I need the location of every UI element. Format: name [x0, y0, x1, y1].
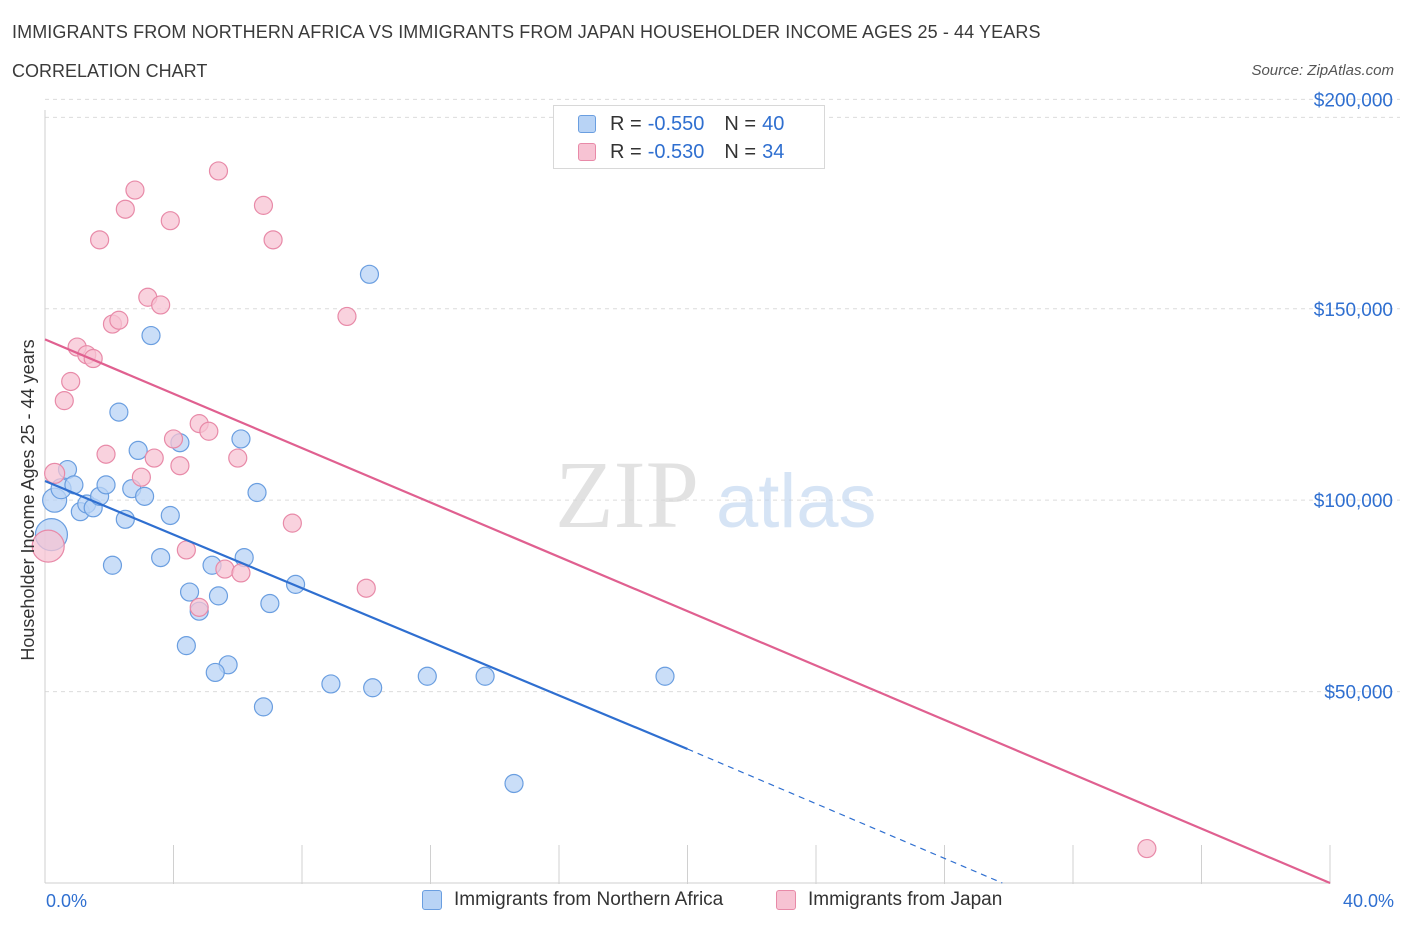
point-japan: [54, 391, 74, 411]
point-japan: [189, 597, 209, 617]
r-value: -0.550: [647, 112, 705, 135]
point-japan: [253, 195, 274, 215]
legend-item-northern-africa[interactable]: Immigrants from Northern Africa: [422, 889, 723, 911]
point-northern-africa: [247, 482, 267, 503]
pink-swatch: [776, 890, 796, 910]
point-japan: [31, 529, 65, 563]
stats-legend: R = -0.550 N = 40 R = -0.530 N = 34: [553, 105, 825, 169]
y-tick-label: $200,000: [1314, 90, 1393, 111]
r-label: R =: [610, 112, 642, 135]
point-japan: [170, 456, 190, 476]
point-northern-africa: [109, 402, 129, 422]
point-japan: [160, 211, 180, 231]
point-northern-africa: [141, 325, 161, 346]
series-legend: Immigrants from Northern Africa Immigran…: [0, 889, 1406, 915]
trend-lines: [44, 338, 1331, 885]
x-tick-label-max: 40.0%: [1342, 891, 1394, 911]
y-axis-title: Householder Income Ages 25 - 44 years: [18, 339, 38, 660]
y-tick-label: $50,000: [1324, 683, 1393, 704]
point-japan: [83, 348, 103, 369]
point-japan: [163, 429, 184, 449]
point-japan: [125, 180, 145, 200]
stats-row-northern-africa: R = -0.550 N = 40: [578, 112, 784, 136]
point-japan: [199, 421, 219, 441]
chart-title: IMMIGRANTS FROM NORTHERN AFRICA VS IMMIG…: [12, 22, 1041, 42]
y-tick-labels: $50,000 $100,000 $150,000 $200,000: [1314, 90, 1393, 703]
legend-label: Immigrants from Northern Africa: [454, 889, 724, 910]
source-credit: Source: ZipAtlas.com: [1251, 62, 1394, 79]
n-value: 40: [762, 112, 785, 135]
point-northern-africa: [475, 666, 495, 686]
y-tick-label: $100,000: [1314, 491, 1393, 512]
n-label: N =: [724, 112, 757, 135]
point-japan: [228, 448, 248, 468]
point-northern-africa: [231, 429, 251, 449]
point-northern-africa: [176, 636, 196, 656]
point-japan: [44, 462, 66, 484]
legend-label: Immigrants from Japan: [808, 889, 1003, 910]
point-northern-africa: [160, 505, 180, 526]
point-northern-africa: [96, 475, 116, 495]
legend-item-japan[interactable]: Immigrants from Japan: [776, 889, 1002, 911]
point-northern-africa: [151, 547, 171, 568]
chart-subtitle: CORRELATION CHART: [12, 61, 208, 81]
point-northern-africa: [179, 582, 200, 602]
trend-line-northern-africa: [44, 480, 688, 751]
point-northern-africa: [205, 662, 225, 683]
data-points: [31, 161, 1157, 859]
point-northern-africa: [253, 697, 274, 717]
point-japan: [109, 310, 129, 330]
point-northern-africa: [260, 593, 280, 614]
point-japan: [356, 578, 376, 598]
point-northern-africa: [134, 486, 155, 506]
blue-swatch: [578, 115, 596, 133]
pink-swatch: [578, 143, 596, 161]
point-japan: [263, 230, 283, 250]
r-label: R =: [610, 140, 642, 163]
x-tick-label-min: 0.0%: [46, 891, 88, 911]
point-japan: [215, 559, 235, 579]
point-northern-africa: [359, 264, 380, 284]
watermark-atlas: atlas: [716, 459, 877, 544]
point-japan: [61, 371, 81, 392]
grid-lines: [45, 98, 1400, 693]
n-label: N =: [724, 140, 757, 163]
blue-swatch: [422, 890, 442, 910]
watermark-zip: ZIP: [555, 441, 699, 548]
y-tick-label: $150,000: [1314, 300, 1393, 321]
point-northern-africa: [417, 666, 437, 686]
point-japan: [151, 295, 171, 315]
point-northern-africa: [655, 666, 675, 686]
point-northern-africa: [363, 678, 383, 698]
point-northern-africa: [504, 773, 524, 794]
point-japan: [115, 199, 135, 219]
point-japan: [208, 161, 229, 181]
point-japan: [337, 306, 357, 327]
point-northern-africa: [321, 674, 341, 694]
point-japan: [282, 513, 302, 533]
point-japan: [90, 230, 110, 250]
point-japan: [131, 467, 151, 487]
point-northern-africa: [208, 586, 229, 606]
trend-line-extension: [687, 748, 1003, 884]
trend-line-japan: [44, 338, 1331, 885]
n-value: 34: [762, 140, 785, 163]
point-japan: [96, 444, 116, 464]
r-value: -0.530: [647, 140, 705, 163]
point-japan: [231, 563, 251, 583]
stats-row-japan: R = -0.530 N = 34: [578, 140, 784, 164]
point-northern-africa: [128, 440, 148, 461]
point-japan: [1137, 838, 1157, 859]
point-northern-africa: [102, 555, 123, 575]
point-japan: [144, 448, 164, 468]
